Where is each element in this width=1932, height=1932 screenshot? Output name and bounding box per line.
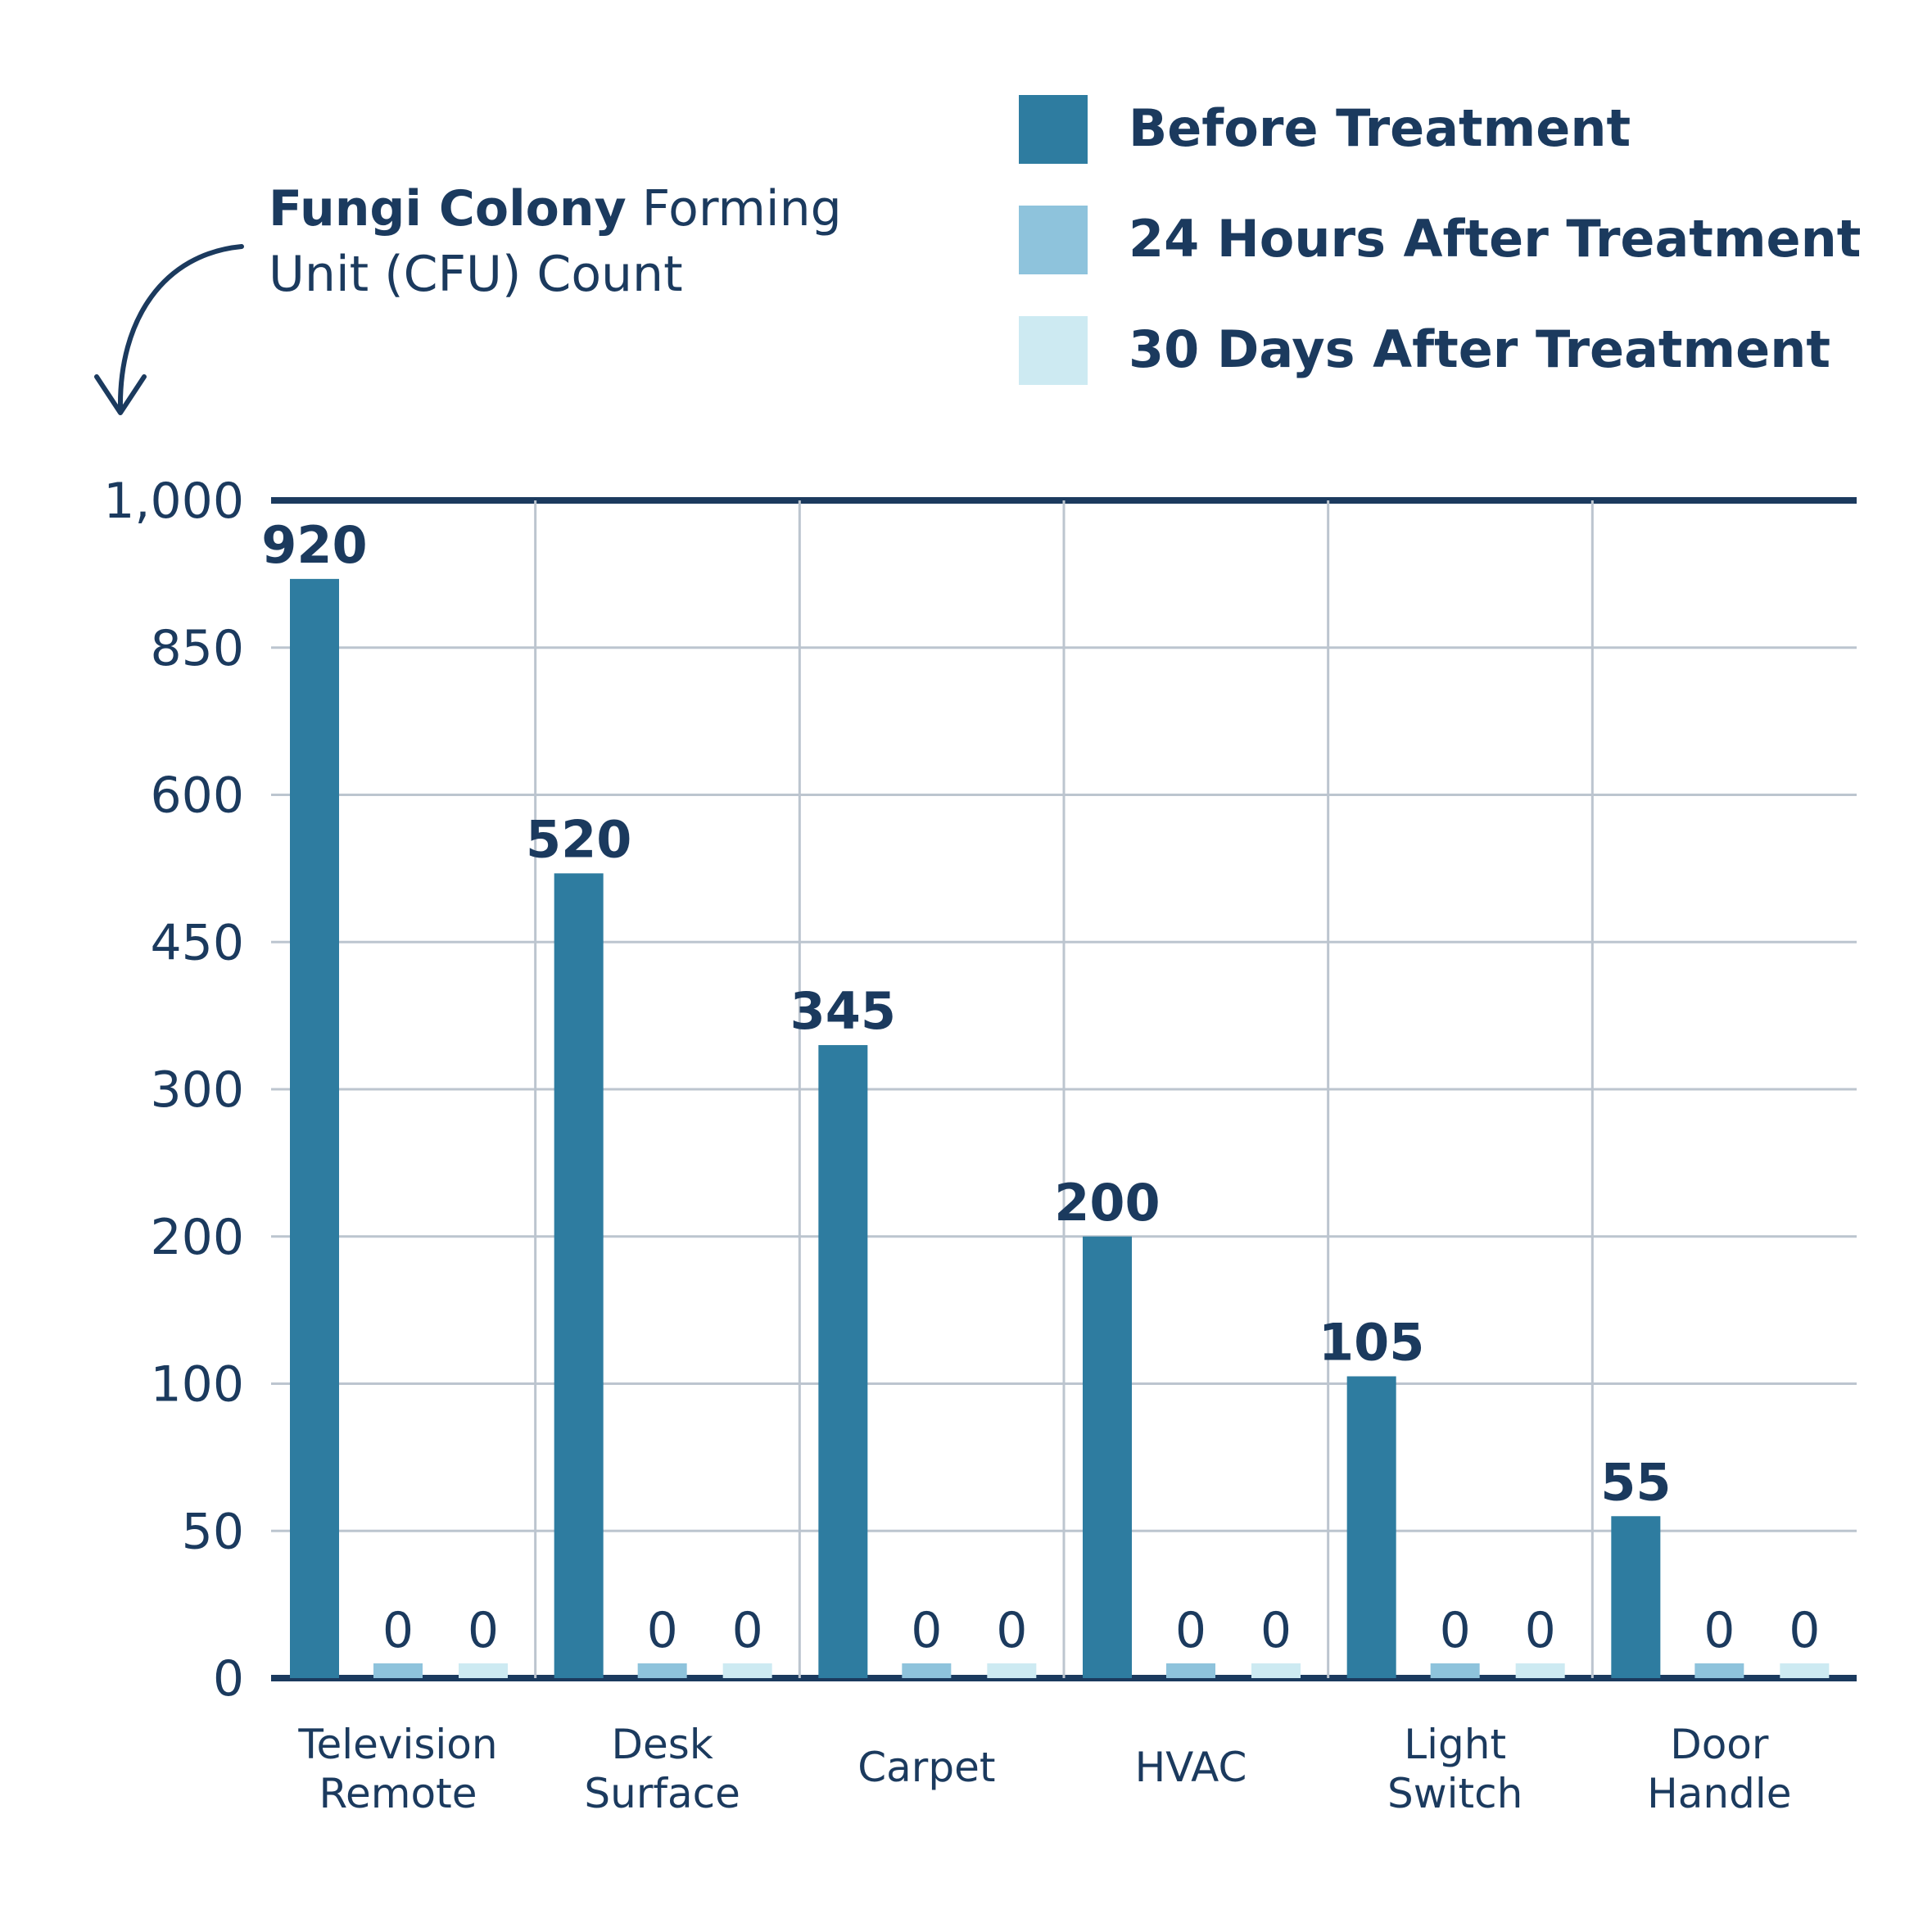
y-axis-title-part: Forming	[642, 180, 842, 238]
value-label: 200	[1054, 1173, 1160, 1233]
bar	[1083, 1236, 1132, 1678]
x-tick-label-line: Television	[297, 1721, 497, 1768]
legend-label: Before Treatment	[1129, 98, 1631, 158]
value-label: 0	[911, 1602, 942, 1659]
value-label: 0	[1260, 1602, 1292, 1659]
value-label: 105	[1319, 1313, 1424, 1373]
arrow	[94, 244, 244, 415]
bar	[722, 1663, 772, 1678]
legend-swatch	[1019, 316, 1088, 385]
x-tick-label-line: Door	[1670, 1721, 1769, 1768]
y-tick-label: 850	[150, 620, 244, 677]
value-label: 0	[382, 1602, 414, 1659]
x-tick-label: Carpet	[857, 1744, 995, 1791]
value-label: 920	[261, 515, 367, 575]
x-tick-label-line: Light	[1404, 1721, 1506, 1768]
y-tick-label: 1,000	[103, 473, 244, 530]
y-tick-label: 600	[150, 767, 244, 825]
x-tick-label-line: HVAC	[1135, 1744, 1247, 1791]
y-tick-label: 0	[213, 1650, 244, 1708]
x-tick-label-line: Surface	[584, 1770, 740, 1817]
bar	[1780, 1663, 1830, 1678]
bar	[987, 1663, 1037, 1678]
bar	[459, 1663, 508, 1678]
bar	[1166, 1663, 1215, 1678]
x-tick-label-line: Switch	[1387, 1770, 1523, 1817]
y-tick-label: 100	[150, 1356, 244, 1414]
y-tick-label: 450	[150, 914, 244, 971]
bar	[902, 1663, 952, 1678]
value-label: 0	[1175, 1602, 1206, 1659]
value-label: 0	[1525, 1602, 1556, 1659]
bar	[1611, 1516, 1661, 1678]
bar	[637, 1663, 687, 1678]
x-tick-label: HVAC	[1135, 1744, 1247, 1791]
bar	[1515, 1663, 1565, 1678]
y-axis-title: Fungi Colony Forming	[269, 180, 842, 238]
value-label: 0	[1789, 1602, 1820, 1659]
bar	[1346, 1376, 1396, 1678]
y-axis-title-bold: Fungi Colony	[269, 180, 627, 238]
x-tick-label: Light Switch	[1387, 1721, 1523, 1817]
value-label: 520	[526, 809, 631, 869]
bar	[1251, 1663, 1301, 1678]
x-tick-label: Door Handle	[1647, 1721, 1791, 1817]
x-tick-label: Television Remote	[297, 1721, 497, 1817]
x-tick-label-line: Carpet	[857, 1744, 995, 1791]
y-tick-label: 300	[150, 1061, 244, 1119]
bar	[290, 578, 339, 1678]
legend-label: 24 Hours After Treatment	[1129, 209, 1861, 269]
y-tick-label: 200	[150, 1209, 244, 1266]
bar	[554, 873, 604, 1678]
value-label: 0	[732, 1602, 763, 1659]
bar	[818, 1045, 868, 1678]
y-axis-title-line: Unit (CFU) Count	[269, 246, 683, 303]
value-label: 0	[1440, 1602, 1471, 1659]
value-label: 0	[1704, 1602, 1735, 1659]
legend-label: 30 Days After Treatment	[1129, 319, 1830, 379]
value-label: 0	[996, 1602, 1027, 1659]
x-tick-label: Desk Surface	[584, 1721, 740, 1817]
value-label: 345	[790, 981, 896, 1041]
bar	[373, 1663, 423, 1678]
x-tick-label-line: Desk	[612, 1721, 713, 1768]
y-tick-label: 50	[182, 1503, 244, 1560]
value-label: 0	[468, 1602, 499, 1659]
bar	[1694, 1663, 1744, 1678]
x-tick-label-line: Remote	[319, 1770, 477, 1817]
value-label: 55	[1600, 1452, 1671, 1512]
x-tick-label-line: Handle	[1647, 1770, 1791, 1817]
value-label: 0	[647, 1602, 678, 1659]
legend-swatch	[1019, 206, 1088, 274]
bar	[1430, 1663, 1480, 1678]
legend-swatch	[1019, 95, 1088, 164]
